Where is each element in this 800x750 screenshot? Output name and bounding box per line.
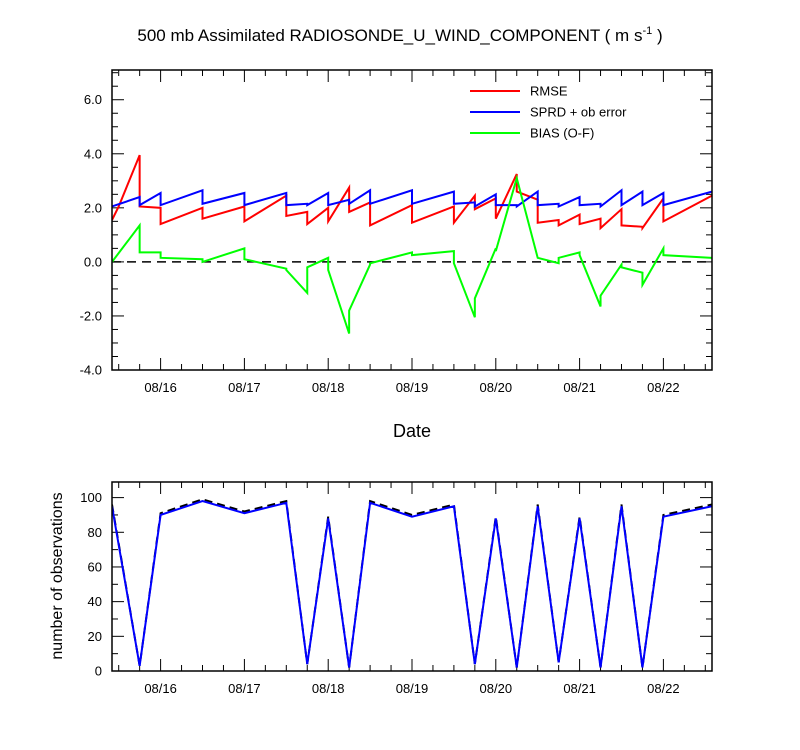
chart-title-prefix: 500 mb Assimilated RADIOSONDE_U_WIND_COM… <box>137 26 642 45</box>
x-tick-label: 08/22 <box>647 681 680 696</box>
x-tick-label: 08/17 <box>228 681 261 696</box>
chart-title: 500 mb Assimilated RADIOSONDE_U_WIND_COM… <box>137 25 662 45</box>
y-tick-label: 40 <box>88 594 102 609</box>
y-tick-label: 0.0 <box>84 254 102 269</box>
bottom-panel: 08/16 08/17 08/18 08/19 08/20 08/21 08/22 0 20 40… <box>80 481 713 696</box>
y-tick-label: -2.0 <box>80 308 102 323</box>
y-tick-label: 60 <box>88 559 102 574</box>
top-panel: 08/16 08/17 08/18 08/19 08/20 08/21 08/22 -4.0 -… <box>80 69 713 395</box>
legend-label: SPRD + ob error <box>530 105 627 120</box>
x-axis-title: Date <box>393 421 431 441</box>
legend-label: RMSE <box>530 84 568 99</box>
plot-frame <box>111 481 713 672</box>
series-line-bias-o-f <box>112 174 712 334</box>
x-tick-label: 08/19 <box>396 681 429 696</box>
y-tick-label: 100 <box>80 490 102 505</box>
legend-label: BIAS (O-F) <box>530 126 594 141</box>
x-tick-label: 08/18 <box>312 681 345 696</box>
chart-title-superscript: -1 <box>642 25 652 37</box>
x-tick-label: 08/20 <box>480 681 513 696</box>
y-tick-label: 2.0 <box>84 200 102 215</box>
series-line-observations-possible <box>112 498 712 668</box>
x-tick-label: 08/16 <box>144 681 177 696</box>
x-tick-label: 08/19 <box>396 380 429 395</box>
x-tick-label: 08/21 <box>563 380 596 395</box>
x-tick-label: 08/20 <box>480 380 513 395</box>
x-tick-label: 08/21 <box>563 681 596 696</box>
series-line-observations-used <box>112 500 712 668</box>
y-tick-label: 80 <box>88 525 102 540</box>
y-tick-label: 6.0 <box>84 92 102 107</box>
series-line-sprd-ob-error <box>112 188 712 209</box>
x-tick-label: 08/17 <box>228 380 261 395</box>
y-tick-label: 0 <box>95 664 102 679</box>
y-tick-label: 4.0 <box>84 146 102 161</box>
x-tick-label: 08/22 <box>647 380 680 395</box>
x-tick-label: 08/16 <box>144 380 177 395</box>
plot-frame <box>111 69 713 371</box>
y-axis-title-observations: number of observations <box>49 492 66 659</box>
chart-title-suffix: ) <box>652 26 662 45</box>
y-tick-label: 20 <box>88 629 102 644</box>
y-tick-label: -4.0 <box>80 363 102 378</box>
x-tick-label: 08/18 <box>312 380 345 395</box>
series-line-rmse <box>112 154 712 232</box>
